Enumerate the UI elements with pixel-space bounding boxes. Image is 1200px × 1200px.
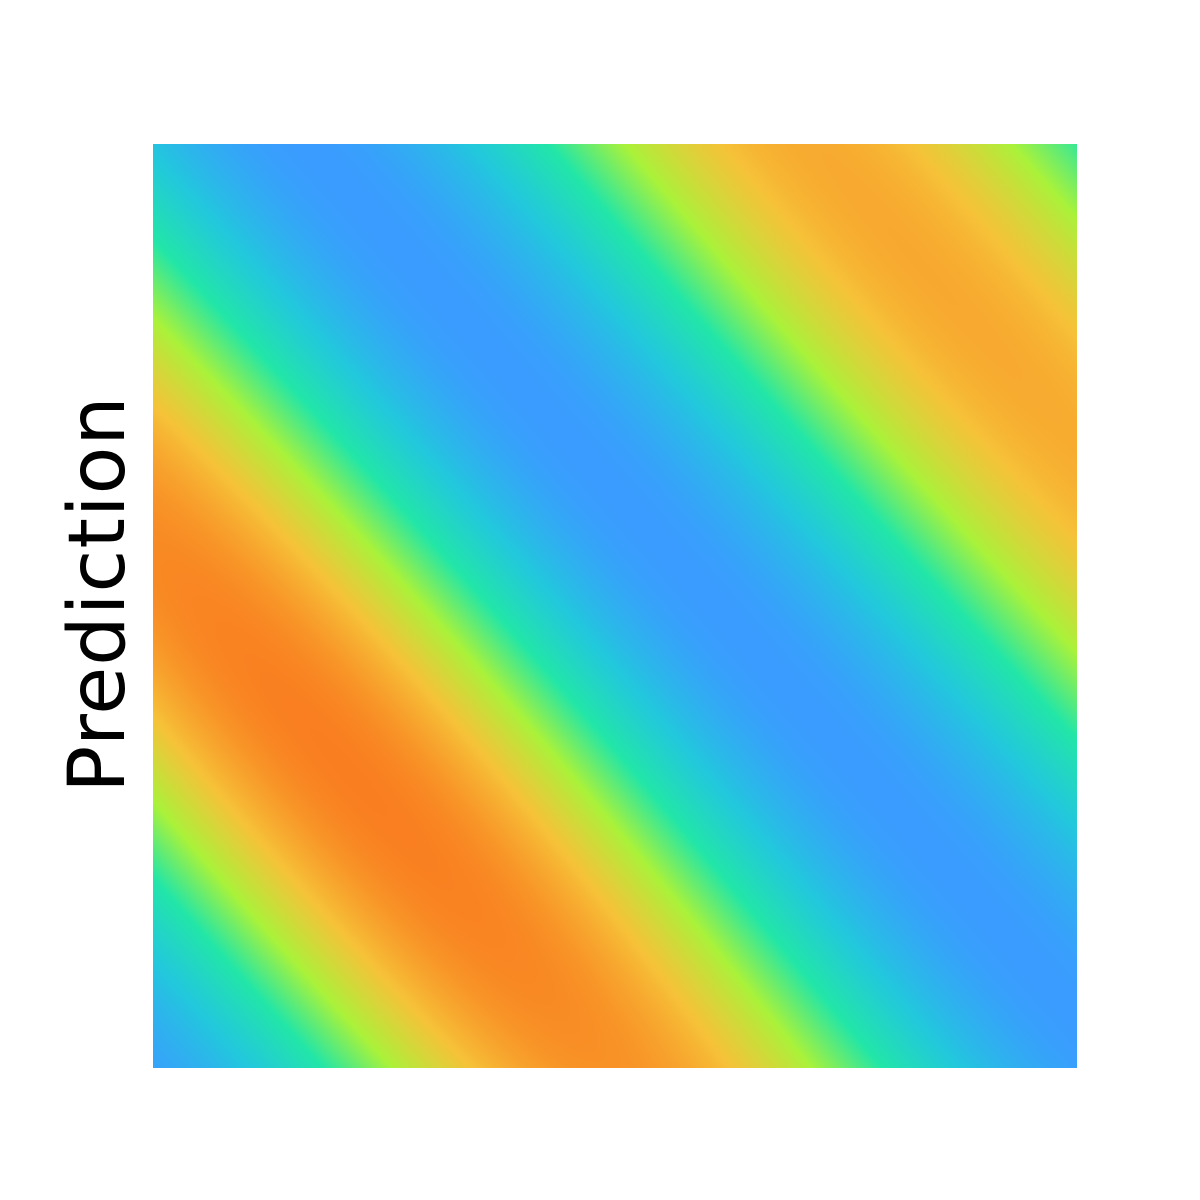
heatmap-plot-area	[153, 144, 1077, 1068]
y-axis-label: Prediction	[53, 395, 143, 793]
heatmap-image	[153, 144, 1077, 1068]
